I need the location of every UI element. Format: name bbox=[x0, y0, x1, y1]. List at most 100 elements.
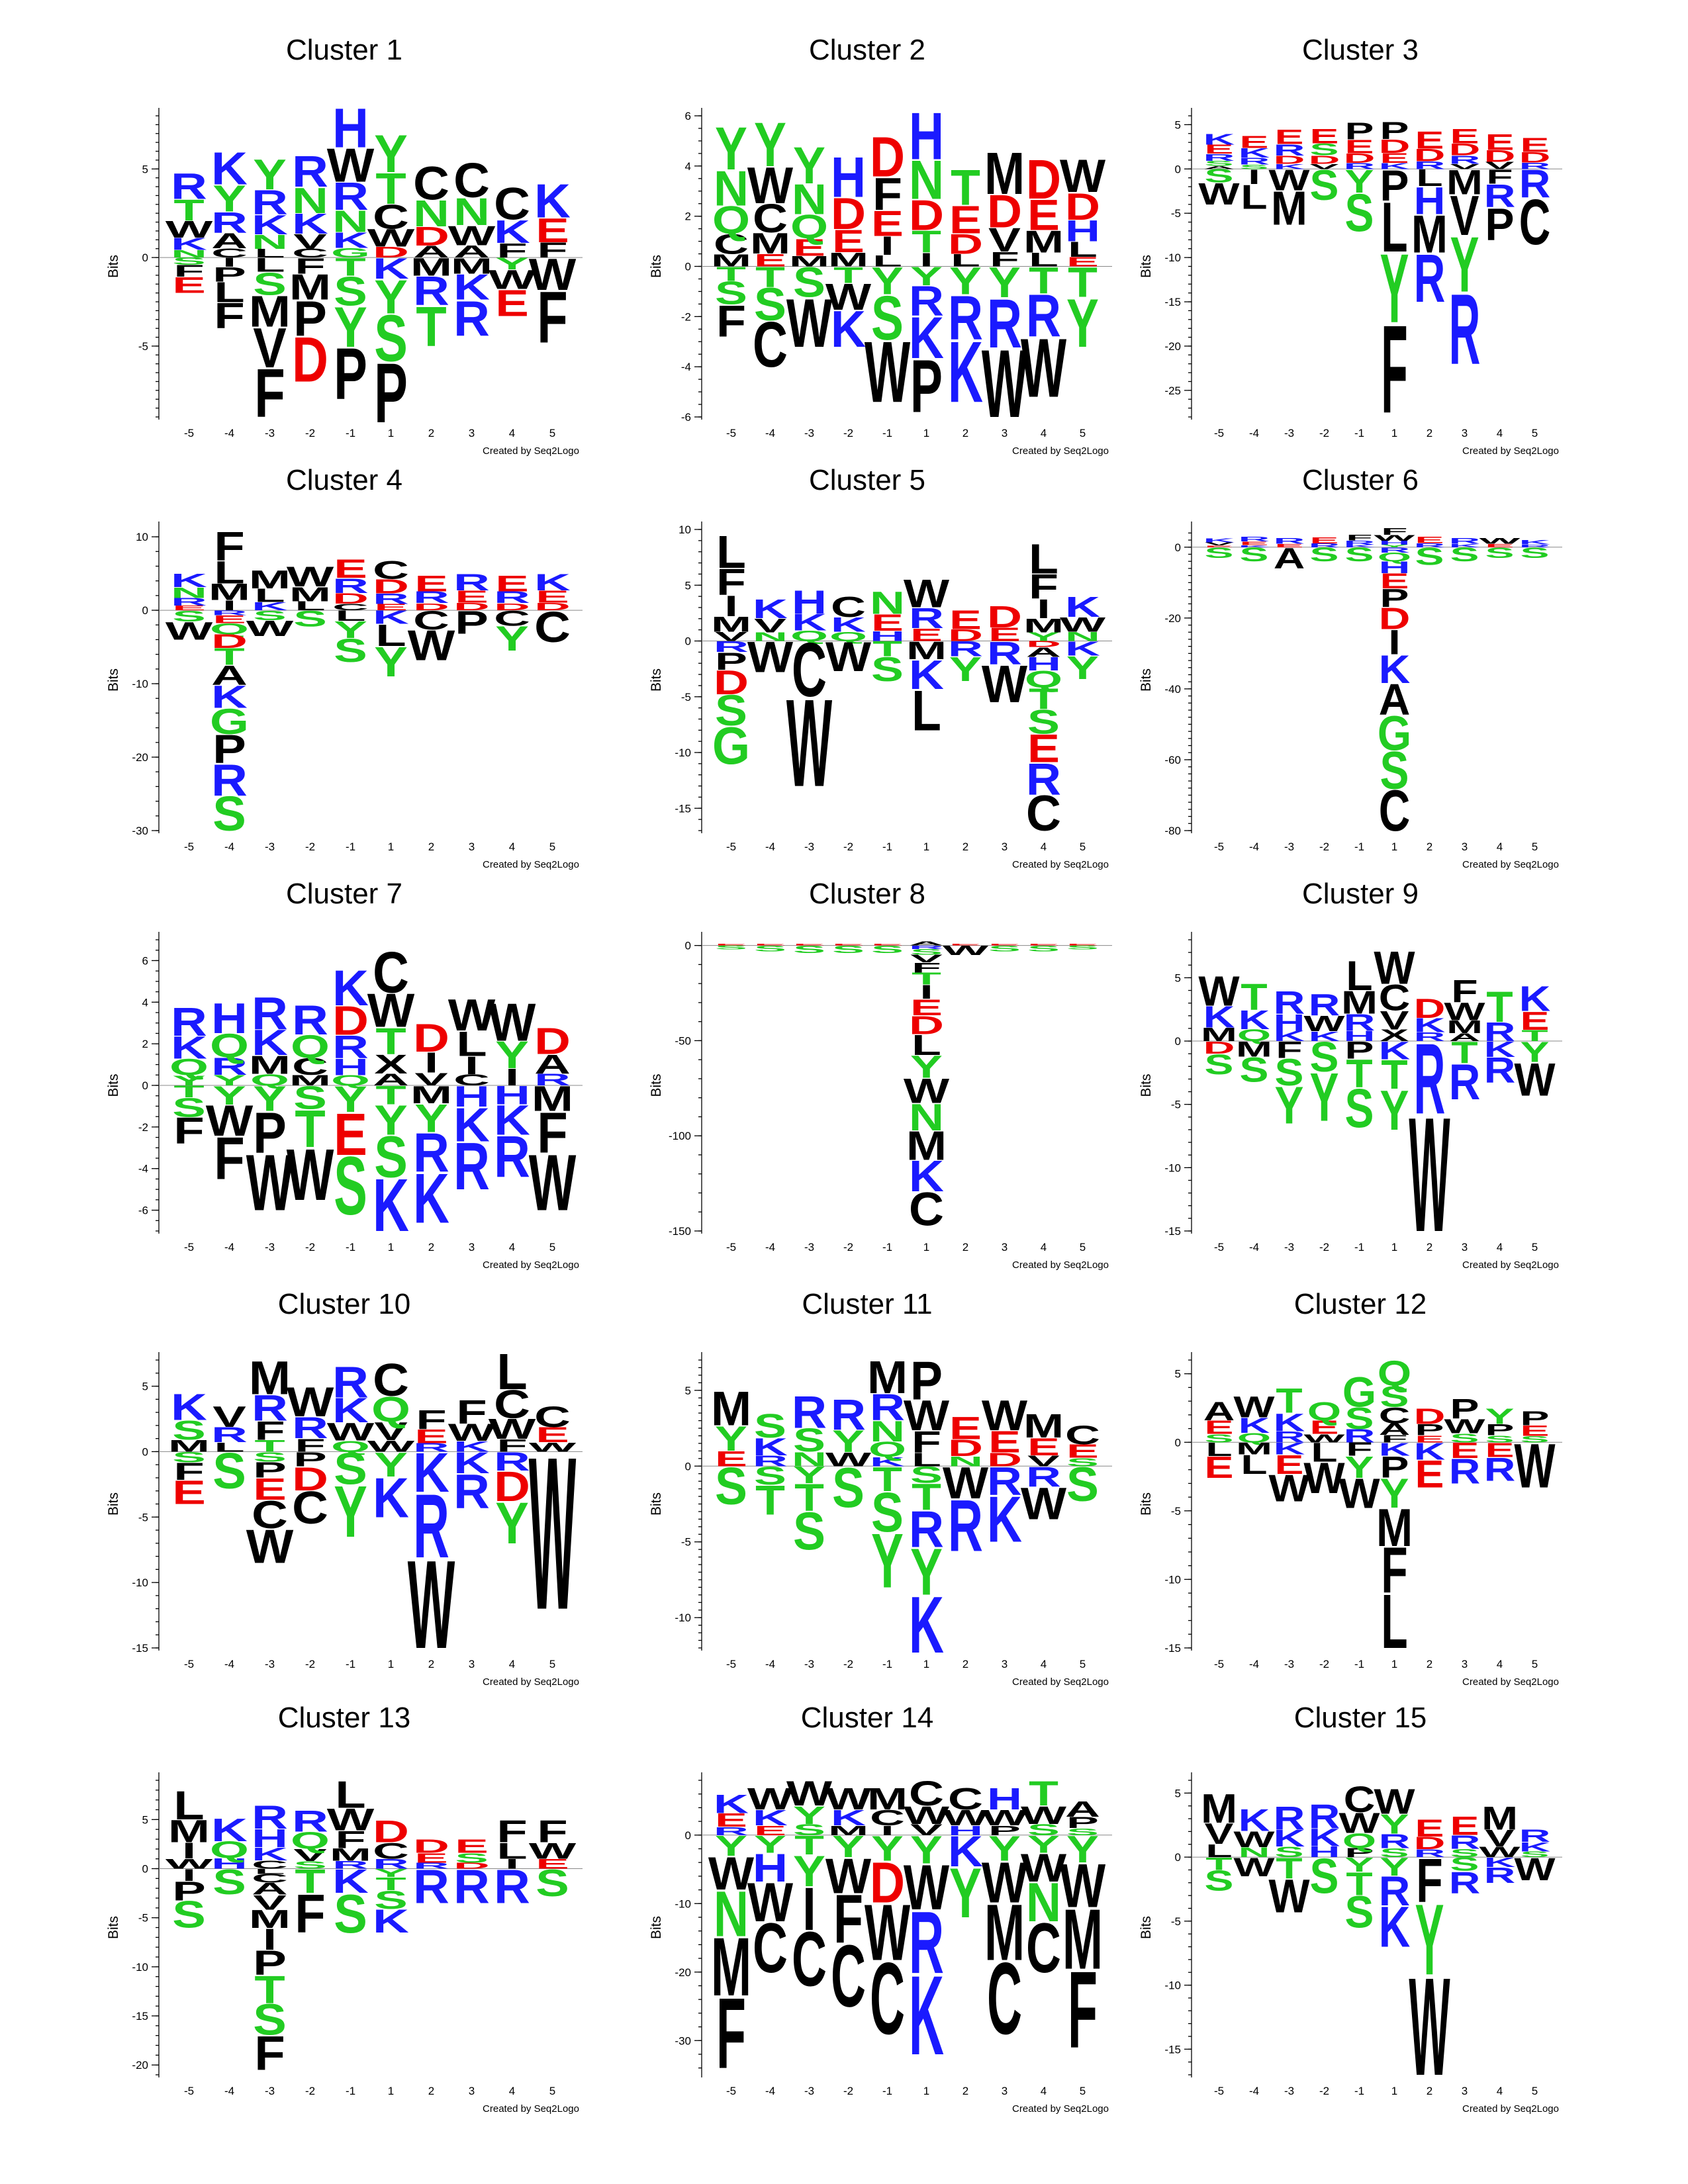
residue-letter-T: T bbox=[1241, 976, 1267, 1017]
residue-letter-Y: Y bbox=[495, 255, 529, 273]
residue-letter-Y: Y bbox=[910, 262, 943, 291]
residue-letter-N: N bbox=[413, 193, 449, 234]
residue-letter-K: K bbox=[1309, 1029, 1340, 1044]
residue-letter-W: W bbox=[904, 1801, 950, 1830]
residue-letter-K: K bbox=[1449, 543, 1481, 548]
residue-letter-R: R bbox=[1414, 241, 1446, 317]
y-tick-label: -5 bbox=[681, 691, 691, 704]
x-tick-label: 3 bbox=[1002, 2085, 1008, 2097]
residue-letter-P: P bbox=[1485, 1421, 1515, 1439]
y-axis-label: Bits bbox=[106, 255, 121, 278]
residue-letter-G: G bbox=[331, 246, 370, 261]
residue-letter-F: F bbox=[214, 1124, 244, 1192]
residue-letter-G: G bbox=[210, 702, 249, 742]
residue-letter-D: D bbox=[373, 1814, 409, 1849]
residue-letter-K: K bbox=[1379, 1895, 1411, 1960]
residue-letter-R: R bbox=[332, 1028, 369, 1065]
residue-letter-F: F bbox=[254, 355, 285, 432]
residue-letter-L: L bbox=[1381, 1579, 1407, 1664]
x-tick-label: -4 bbox=[224, 1658, 234, 1670]
y-tick-label: -40 bbox=[1164, 683, 1181, 696]
residue-letter-S: S bbox=[212, 1862, 246, 1902]
panel-title: Cluster 3 bbox=[1302, 34, 1419, 66]
residue-letter-H: H bbox=[1026, 653, 1061, 674]
residue-letter-M: M bbox=[249, 287, 291, 337]
x-tick-label: -2 bbox=[1319, 1241, 1329, 1253]
y-tick-label: 0 bbox=[142, 251, 148, 264]
residue-letter-R: R bbox=[1519, 162, 1551, 206]
residue-letter-S: S bbox=[172, 1893, 206, 1936]
logo-panel-15: Cluster 15-15-10-505Bits-5LVMTS-4NWKW-3S… bbox=[1139, 1702, 1562, 2115]
residue-letter-K: K bbox=[1344, 544, 1376, 548]
residue-letter-S: S bbox=[1240, 1050, 1269, 1089]
residue-letter-S: S bbox=[374, 300, 408, 375]
x-tick-label: 4 bbox=[509, 1658, 515, 1670]
residue-letter-F: F bbox=[1381, 1533, 1407, 1606]
residue-letter-K: K bbox=[1274, 163, 1305, 171]
residue-letter-V: V bbox=[1027, 1453, 1060, 1470]
residue-letter-R: R bbox=[1274, 537, 1305, 545]
residue-letter-C: C bbox=[909, 1183, 944, 1236]
residue-letter-T: T bbox=[1346, 1052, 1372, 1097]
residue-letter-Y: Y bbox=[1066, 285, 1099, 362]
x-tick-label: -3 bbox=[804, 1241, 814, 1253]
residue-letter-P: P bbox=[1450, 1393, 1479, 1425]
y-tick-label: 5 bbox=[142, 1381, 148, 1393]
residue-letter-W: W bbox=[943, 943, 989, 958]
residue-letter-W: W bbox=[1233, 1390, 1275, 1424]
residue-letter-K: K bbox=[1484, 1038, 1516, 1062]
residue-letter-R: R bbox=[292, 1805, 328, 1839]
y-tick-label: -2 bbox=[138, 1121, 148, 1134]
residue-letter-R: R bbox=[211, 1053, 248, 1080]
x-tick-label: 1 bbox=[923, 1241, 929, 1253]
residue-letter-T: T bbox=[1486, 982, 1513, 1031]
residue-letter-W: W bbox=[287, 1134, 334, 1216]
residue-letter-C: C bbox=[1065, 1421, 1100, 1450]
residue-letter-S: S bbox=[1450, 1846, 1479, 1860]
credit-text: Created by Seq2Logo bbox=[483, 2103, 579, 2115]
residue-letter-E: E bbox=[536, 211, 569, 250]
residue-letter-S: S bbox=[1310, 1033, 1339, 1081]
residue-letter-T: T bbox=[1029, 259, 1058, 301]
residue-letter-M: M bbox=[984, 141, 1025, 207]
residue-letter-D: D bbox=[453, 601, 490, 613]
y-axis-label: Bits bbox=[106, 668, 121, 692]
residue-letter-K: K bbox=[534, 569, 571, 596]
residue-letter-A: A bbox=[1379, 1420, 1411, 1439]
residue-letter-Y: Y bbox=[1485, 1404, 1515, 1429]
residue-letter-Y: Y bbox=[1380, 544, 1409, 548]
y-tick-label: -15 bbox=[1164, 2043, 1181, 2056]
residue-letter-P: P bbox=[1521, 1407, 1550, 1430]
residue-letter-Q: Q bbox=[210, 1027, 249, 1065]
residue-letter-E: E bbox=[1205, 1451, 1234, 1485]
credit-text: Created by Seq2Logo bbox=[1462, 2103, 1559, 2115]
y-tick-label: -50 bbox=[675, 1034, 691, 1047]
residue-letter-W: W bbox=[1374, 533, 1415, 542]
x-tick-label: 3 bbox=[469, 427, 475, 439]
x-tick-label: 1 bbox=[388, 1658, 394, 1670]
residue-letter-S: S bbox=[1310, 1848, 1339, 1903]
credit-text: Created by Seq2Logo bbox=[1462, 445, 1559, 457]
residue-letter-D: D bbox=[292, 1461, 328, 1498]
residue-letter-P: P bbox=[253, 1101, 287, 1165]
residue-letter-F: F bbox=[716, 561, 746, 603]
residue-letter-N: N bbox=[252, 231, 288, 253]
residue-letter-P: P bbox=[1485, 199, 1515, 250]
residue-letter-W: W bbox=[287, 1379, 334, 1426]
residue-letter-R: R bbox=[909, 277, 944, 325]
residue-letter-D: D bbox=[453, 1861, 490, 1870]
y-tick-label: -15 bbox=[675, 802, 691, 815]
residue-letter-P: P bbox=[988, 1823, 1021, 1838]
residue-letter-D: D bbox=[1414, 146, 1446, 165]
residue-letter-K: K bbox=[171, 235, 207, 254]
residue-letter-K: K bbox=[1065, 637, 1100, 660]
residue-letter-S: S bbox=[334, 1883, 367, 1944]
panel-title: Cluster 11 bbox=[802, 1288, 932, 1320]
x-tick-label: -4 bbox=[1249, 841, 1259, 853]
residue-letter-S: S bbox=[1415, 543, 1444, 570]
residue-letter-F: F bbox=[496, 1435, 527, 1455]
y-tick-label: 0 bbox=[685, 1829, 691, 1842]
residue-letter-S: S bbox=[832, 1456, 865, 1520]
residue-letter-D: D bbox=[211, 631, 248, 653]
residue-letter-Q: Q bbox=[1342, 1829, 1376, 1852]
